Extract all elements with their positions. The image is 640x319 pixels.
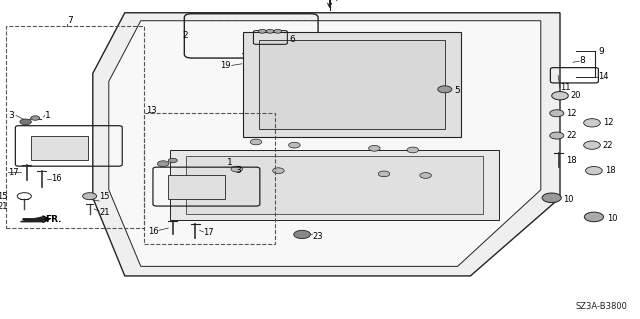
Circle shape: [550, 132, 564, 139]
Text: 10: 10: [563, 195, 573, 204]
Circle shape: [584, 141, 600, 149]
Text: 2: 2: [182, 31, 188, 40]
Circle shape: [273, 168, 284, 174]
Circle shape: [420, 173, 431, 178]
Text: 6: 6: [289, 35, 295, 44]
Text: 5: 5: [454, 86, 460, 95]
Circle shape: [550, 110, 564, 117]
Polygon shape: [93, 13, 560, 276]
Text: 1: 1: [227, 158, 233, 167]
Circle shape: [289, 142, 300, 148]
Text: 21: 21: [99, 208, 109, 217]
Circle shape: [438, 86, 452, 93]
Circle shape: [369, 145, 380, 151]
Text: 19: 19: [220, 61, 230, 70]
Text: 10: 10: [607, 214, 617, 223]
Text: 15: 15: [0, 192, 8, 201]
Text: 8: 8: [579, 56, 585, 65]
Circle shape: [294, 230, 310, 239]
Circle shape: [168, 158, 177, 163]
Text: 1: 1: [45, 111, 51, 120]
Circle shape: [157, 161, 169, 167]
Text: 4: 4: [333, 0, 339, 3]
Circle shape: [378, 171, 390, 177]
Circle shape: [552, 92, 568, 100]
Bar: [6, 26, 144, 228]
Text: 22: 22: [566, 131, 577, 140]
Text: 16: 16: [51, 174, 62, 183]
Text: 14: 14: [598, 72, 609, 81]
Text: 7: 7: [67, 16, 73, 25]
Circle shape: [20, 119, 31, 125]
Text: 9: 9: [598, 47, 604, 56]
Text: 17: 17: [204, 228, 214, 237]
Circle shape: [584, 119, 600, 127]
Text: 23: 23: [312, 232, 323, 241]
Text: 12: 12: [566, 109, 577, 118]
Circle shape: [584, 212, 604, 222]
Polygon shape: [186, 156, 483, 214]
Text: 18: 18: [605, 166, 616, 175]
Circle shape: [231, 166, 243, 172]
Polygon shape: [170, 150, 499, 220]
Circle shape: [586, 167, 602, 175]
Polygon shape: [259, 40, 445, 129]
Polygon shape: [243, 32, 461, 137]
Text: 18: 18: [566, 156, 577, 165]
Circle shape: [259, 29, 266, 33]
Circle shape: [542, 193, 561, 203]
Circle shape: [266, 29, 274, 33]
Circle shape: [407, 147, 419, 153]
Text: 16: 16: [148, 227, 159, 236]
Bar: [168, 175, 225, 199]
Text: 21: 21: [0, 202, 8, 211]
Polygon shape: [109, 21, 541, 266]
Circle shape: [274, 29, 282, 33]
Text: 3: 3: [8, 111, 14, 120]
Text: 3: 3: [236, 166, 241, 175]
Circle shape: [83, 193, 97, 200]
Text: FR.: FR.: [45, 215, 61, 224]
Text: 11: 11: [560, 83, 570, 92]
Circle shape: [31, 116, 40, 120]
Circle shape: [250, 139, 262, 145]
Bar: [144, 113, 275, 244]
Text: 17: 17: [8, 168, 19, 177]
Polygon shape: [20, 217, 43, 222]
Text: 20: 20: [571, 91, 581, 100]
Text: 13: 13: [146, 106, 157, 115]
Text: 22: 22: [603, 141, 613, 150]
Bar: [31, 136, 88, 160]
Text: SZ3A-B3800: SZ3A-B3800: [575, 302, 627, 311]
Text: 15: 15: [99, 192, 109, 201]
Text: 12: 12: [603, 118, 613, 127]
